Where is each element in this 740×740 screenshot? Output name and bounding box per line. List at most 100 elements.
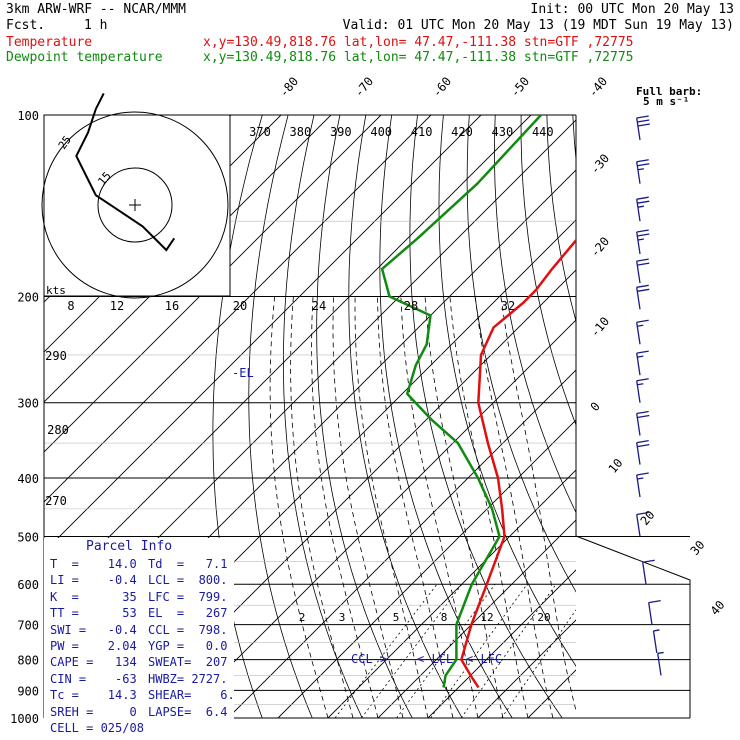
wind-barb-flag: [636, 284, 649, 288]
parcel-info-panel: Parcel Info T = 14.0 Td = 7.1 LI = -0.4 LCL…: [44, 538, 235, 735]
wind-barb-half: [637, 168, 645, 171]
hodograph-ring-25: [41, 111, 229, 299]
wind-barb-staff: [642, 562, 647, 585]
parcel-info-cell: CCL = 798.: [148, 622, 228, 637]
parcel-info-row: CELL = 025/08: [50, 720, 234, 736]
isotherm-label: -40: [586, 74, 611, 100]
isotherm-label: 0: [588, 399, 603, 414]
pressure-tick-label: 500: [17, 530, 39, 544]
mixing-ratio-label: 8: [441, 611, 448, 624]
dry-adiabat: [520, 115, 576, 426]
theta-label: 400: [370, 125, 392, 139]
isotherm-line: [44, 115, 432, 503]
header: 3km ARW-WRF -- NCAR/MMM Init: 00 UTC Mon…: [0, 0, 740, 70]
wind-barb-flag: [642, 559, 655, 563]
isotherm-label: -10: [588, 314, 613, 340]
wind-barb-flag: [636, 115, 649, 119]
theta-label: 280: [47, 423, 69, 437]
theta-label: 410: [411, 125, 433, 139]
isotherm-label: 20: [638, 508, 658, 528]
moist-adiabat: [290, 296, 354, 718]
wind-barb-flag: [636, 159, 649, 163]
dry-adiabat: [494, 115, 576, 514]
theta-label: 430: [492, 125, 514, 139]
parcel-info-row: SREH = 0 LAPSE= 6.4: [50, 704, 234, 720]
isotherm-label: -30: [588, 151, 613, 177]
wind-barb: [636, 258, 650, 284]
isotherm-line: [477, 619, 576, 718]
parcel-info-cell: CELL = 025/08: [50, 721, 144, 736]
wind-barb-flag: [637, 163, 650, 167]
parcel-info-cell: Tc = 14.3: [50, 688, 137, 703]
parcel-info-cell: PW = 2.04: [50, 639, 137, 654]
parcel-info-cell: CAPE = 134: [50, 655, 137, 670]
parcel-info-row: K = 35 LFC = 799.: [50, 589, 234, 605]
dry-adiabat: [728, 115, 740, 718]
ccl-marker: CCL >: [351, 652, 387, 666]
parcel-info-cell: HWBZ= 2727.: [148, 671, 228, 686]
wind-barb: [636, 115, 651, 141]
dry-adiabat: [599, 115, 740, 718]
temperature-legend: Temperature: [6, 35, 93, 50]
wind-barb: [657, 651, 664, 676]
wind-barb-flag: [637, 414, 650, 419]
wind-barb-flag: [648, 599, 661, 604]
parcel-info-cell: Td = 7.1: [148, 557, 228, 571]
parcel-info-title: Parcel Info: [86, 539, 173, 554]
parcel-info-cell: YGP = 0.0: [148, 639, 228, 654]
dry-adiabat: [438, 115, 576, 667]
hodograph-speed-label: 20: [233, 299, 247, 313]
isotherm-label: 30: [688, 538, 708, 558]
right-axis-lower: [575, 535, 691, 718]
dry-adiabat: [283, 115, 363, 718]
init-time: Init: 00 UTC Mon 20 May 13: [530, 2, 735, 17]
wind-barb-flag: [637, 119, 650, 123]
isotherm-line: [678, 115, 740, 718]
mixing-ratio-label: 3: [339, 611, 346, 624]
wind-barb-staff: [636, 514, 641, 537]
parcel-info-cell: K = 35: [50, 589, 137, 604]
parcel-info-row: LI = -0.4 LCL = 800.: [50, 572, 234, 588]
dry-adiabat: [409, 115, 563, 718]
wind-barb-flag: [637, 262, 650, 266]
wind-barb-flag: [636, 439, 649, 444]
wind-barb: [642, 559, 655, 585]
wind-barb: [636, 472, 649, 498]
isotherm-label: -20: [588, 234, 613, 260]
wind-barb: [636, 511, 649, 537]
hodograph-speed-label: 24: [312, 299, 326, 313]
mixing-ratio-label: 5: [393, 611, 400, 624]
wind-barb-flag: [636, 196, 649, 200]
dry-adiabat: [651, 115, 740, 718]
isotherm-line: [44, 115, 532, 603]
dry-adiabat: [379, 115, 513, 718]
isotherm-line: [377, 519, 576, 718]
parcel-info-cell: TT = 53: [50, 606, 137, 621]
parcel-info-row: SWI = -0.4 CCL = 798.: [50, 622, 234, 638]
parcel-info-cell: SREH = 0: [50, 704, 137, 719]
hodograph-ring-label: 25: [56, 133, 74, 151]
wind-barb-flag: [637, 233, 650, 237]
wind-barb-flag: [636, 511, 649, 516]
pressure-tick-label: 900: [17, 684, 39, 698]
wind-barb: [652, 629, 660, 654]
wind-barb: [636, 229, 650, 255]
pressure-tick-label: 300: [17, 397, 39, 411]
hodograph-speed-label: 32: [501, 299, 515, 313]
wind-barb: [636, 350, 649, 376]
parcel-info-cell: T = 14.0: [50, 557, 137, 571]
parcel-info-row: CAPE = 134 SWEAT= 207: [50, 654, 234, 670]
parcel-info-rows: T = 14.0 Td = 7.1 LI = -0.4 LCL = 800. K = 3…: [44, 556, 235, 736]
mixing-ratio-line: [396, 583, 496, 718]
wind-barb-staff: [648, 602, 653, 625]
theta-label: 380: [290, 125, 312, 139]
pressure-tick-label: 1000: [10, 712, 39, 726]
wind-barb-half: [653, 629, 660, 632]
wind-barb: [636, 378, 649, 403]
wind-barb-half: [637, 477, 644, 480]
moist-adiabat: [269, 296, 329, 718]
dewpoint-legend: Dewpoint temperature: [6, 50, 163, 65]
parcel-info-cell: LI = -0.4: [50, 573, 137, 588]
parcel-info-cell: LCL = 800.: [148, 573, 228, 588]
